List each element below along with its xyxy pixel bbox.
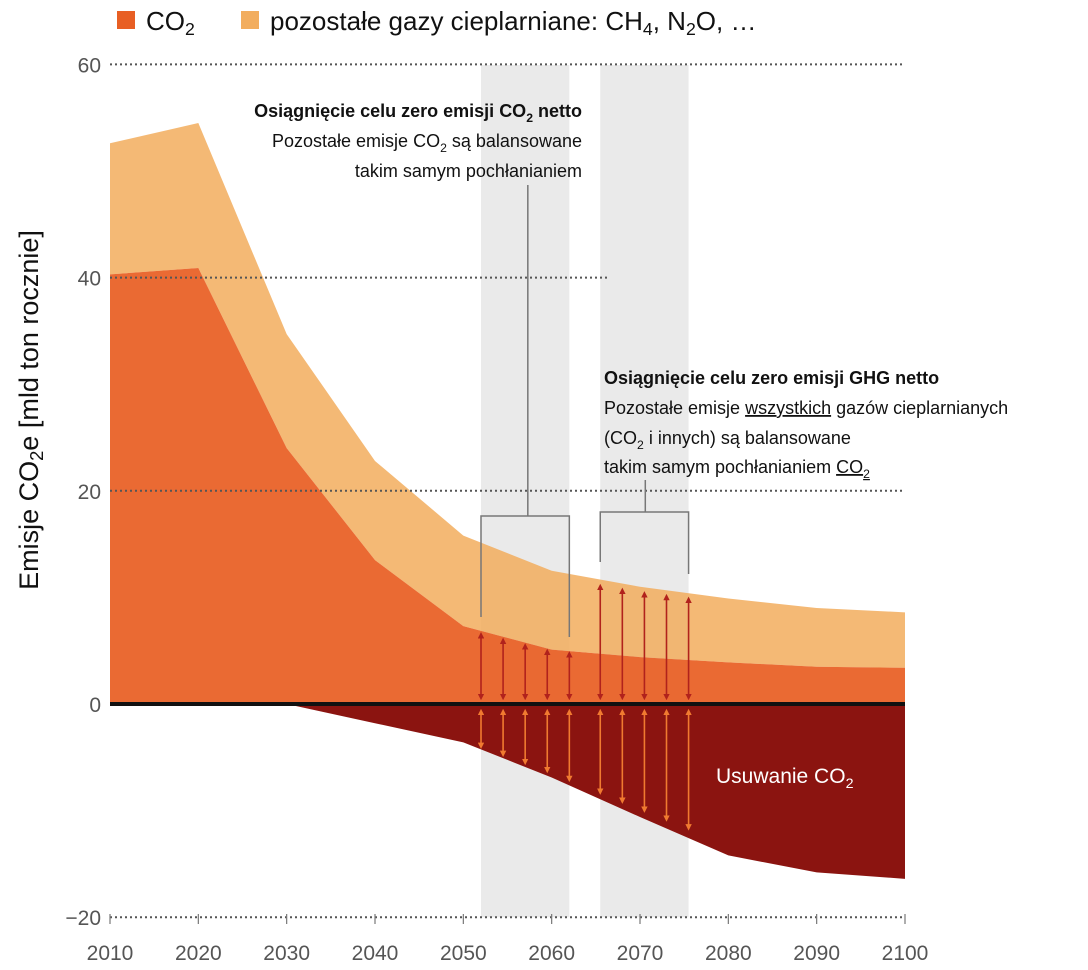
x-tick-label: 2080 bbox=[705, 942, 752, 965]
annotation-brackets bbox=[480, 185, 690, 637]
x-tick-label: 2060 bbox=[528, 942, 575, 965]
area-series bbox=[110, 123, 905, 879]
annotations: Osiągnięcie celu zero emisji CO2 netto Po… bbox=[254, 101, 1008, 792]
annotation-ghg-title: Osiągnięcie celu zero emisji GHG netto bbox=[604, 368, 939, 388]
x-tick-label: 2100 bbox=[882, 942, 929, 965]
legend-swatch-co2 bbox=[117, 11, 135, 29]
annotation-co2-line3: takim samym pochłanianiem bbox=[355, 161, 582, 181]
x-tick-label: 2050 bbox=[440, 942, 487, 965]
y-tick-label: 20 bbox=[78, 481, 101, 504]
balance-arrows bbox=[477, 583, 692, 831]
x-tick-label: 2030 bbox=[263, 942, 310, 965]
annotation-ghg-line3: (CO2 i innych) są balansowane bbox=[604, 428, 851, 452]
y-tick-label: −20 bbox=[65, 907, 101, 930]
x-tick-label: 2090 bbox=[793, 942, 840, 965]
bracket-ghg-net-zero bbox=[599, 480, 690, 574]
y-axis-label: Emisje CO2e [mld ton rocznie] bbox=[14, 230, 47, 590]
y-axis: −20 0 20 40 60 Emisje CO2e [mld ton rocznie] bbox=[14, 54, 101, 930]
area-co2 bbox=[110, 268, 905, 704]
gridlines bbox=[110, 63, 905, 919]
area-co2-removal bbox=[110, 704, 905, 879]
area-other-ghg bbox=[110, 123, 905, 668]
x-tick-label: 2070 bbox=[617, 942, 664, 965]
bracket-co2-net-zero bbox=[480, 185, 571, 637]
x-tick-label: 2010 bbox=[87, 942, 134, 965]
legend-label-other-ghg: pozostałe gazy cieplarniane: CH4, N2O, … bbox=[270, 6, 756, 39]
legend-swatch-other-ghg bbox=[241, 11, 259, 29]
legend-label-co2: CO2 bbox=[146, 6, 195, 39]
annotation-co2-line2: Pozostałe emisje CO2 są balansowane bbox=[272, 131, 582, 155]
legend: CO2 pozostałe gazy cieplarniane: CH4, N2O… bbox=[117, 6, 756, 39]
x-tick-label: 2040 bbox=[352, 942, 399, 965]
annotation-ghg-line4: takim samym pochłanianiem CO2 bbox=[604, 457, 870, 481]
x-axis: 2010 2020 2030 2040 2050 2060 2070 2080 2090 2100 bbox=[87, 914, 929, 965]
y-tick-label: 60 bbox=[78, 54, 101, 77]
annotation-co2-title: Osiągnięcie celu zero emisji CO2 netto bbox=[254, 101, 582, 125]
x-tick-label: 2020 bbox=[175, 942, 222, 965]
annotation-ghg-line2: Pozostałe emisje wszystkich gazów ciepla… bbox=[604, 398, 1008, 418]
net-zero-bands bbox=[481, 65, 689, 918]
y-tick-label: 40 bbox=[78, 268, 101, 291]
removal-label: Usuwanie CO2 bbox=[716, 765, 854, 792]
y-tick-label: 0 bbox=[89, 694, 101, 717]
